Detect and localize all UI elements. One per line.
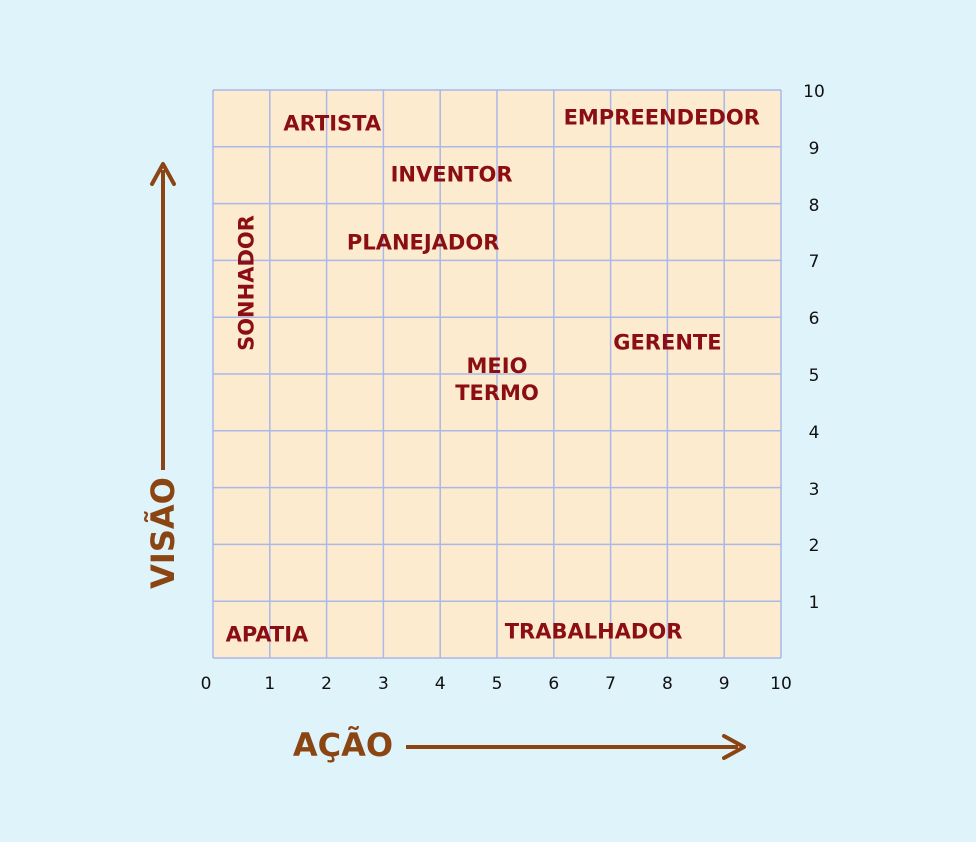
label-planejador: PLANEJADOR bbox=[346, 230, 500, 255]
label-trabalhador: TRABALHADOR bbox=[504, 619, 683, 644]
x-tick-label: 9 bbox=[718, 674, 730, 694]
y-tick-label: 3 bbox=[808, 479, 820, 500]
y-tick-label: 10 bbox=[803, 82, 825, 102]
y-tick-label: 5 bbox=[808, 366, 820, 386]
x-tick-label: 7 bbox=[605, 674, 617, 694]
label-artista: ARTISTA bbox=[283, 111, 382, 136]
x-axis-arrow-head bbox=[722, 734, 746, 760]
label-sonhador: SONHADOR bbox=[234, 215, 259, 352]
label-gerente: GERENTE bbox=[613, 330, 722, 355]
y-tick-label: 2 bbox=[808, 536, 820, 557]
y-tick-label: 7 bbox=[808, 252, 820, 273]
label-inventor: INVENTOR bbox=[390, 162, 513, 187]
x-tick-label: 1 bbox=[264, 674, 276, 694]
label-meio-termo: MEIO TERMO bbox=[455, 353, 539, 405]
label-apatia: APATIA bbox=[225, 622, 309, 647]
x-tick-label: 5 bbox=[491, 674, 503, 694]
x-tick-label: 6 bbox=[548, 674, 560, 694]
x-tick-label: 8 bbox=[661, 674, 673, 694]
label-empreendedor: EMPREENDEDOR bbox=[563, 105, 760, 130]
y-tick-label: 6 bbox=[808, 309, 820, 330]
grid-lines bbox=[212, 89, 782, 659]
x-tick-label: 2 bbox=[321, 674, 333, 694]
x-tick-label: 4 bbox=[434, 674, 446, 694]
y-tick-label: 1 bbox=[808, 593, 820, 614]
x-tick-label: 0 bbox=[200, 674, 212, 694]
x-tick-label: 10 bbox=[770, 674, 792, 694]
y-tick-label: 9 bbox=[808, 138, 820, 159]
y-axis-title: VISÃO bbox=[144, 477, 182, 589]
x-axis-title: AÇÃO bbox=[292, 726, 394, 764]
x-tick-label: 3 bbox=[377, 674, 389, 694]
y-tick-label: 4 bbox=[808, 422, 820, 443]
y-axis-arrow-head bbox=[150, 162, 176, 186]
y-tick-label: 8 bbox=[808, 195, 820, 216]
